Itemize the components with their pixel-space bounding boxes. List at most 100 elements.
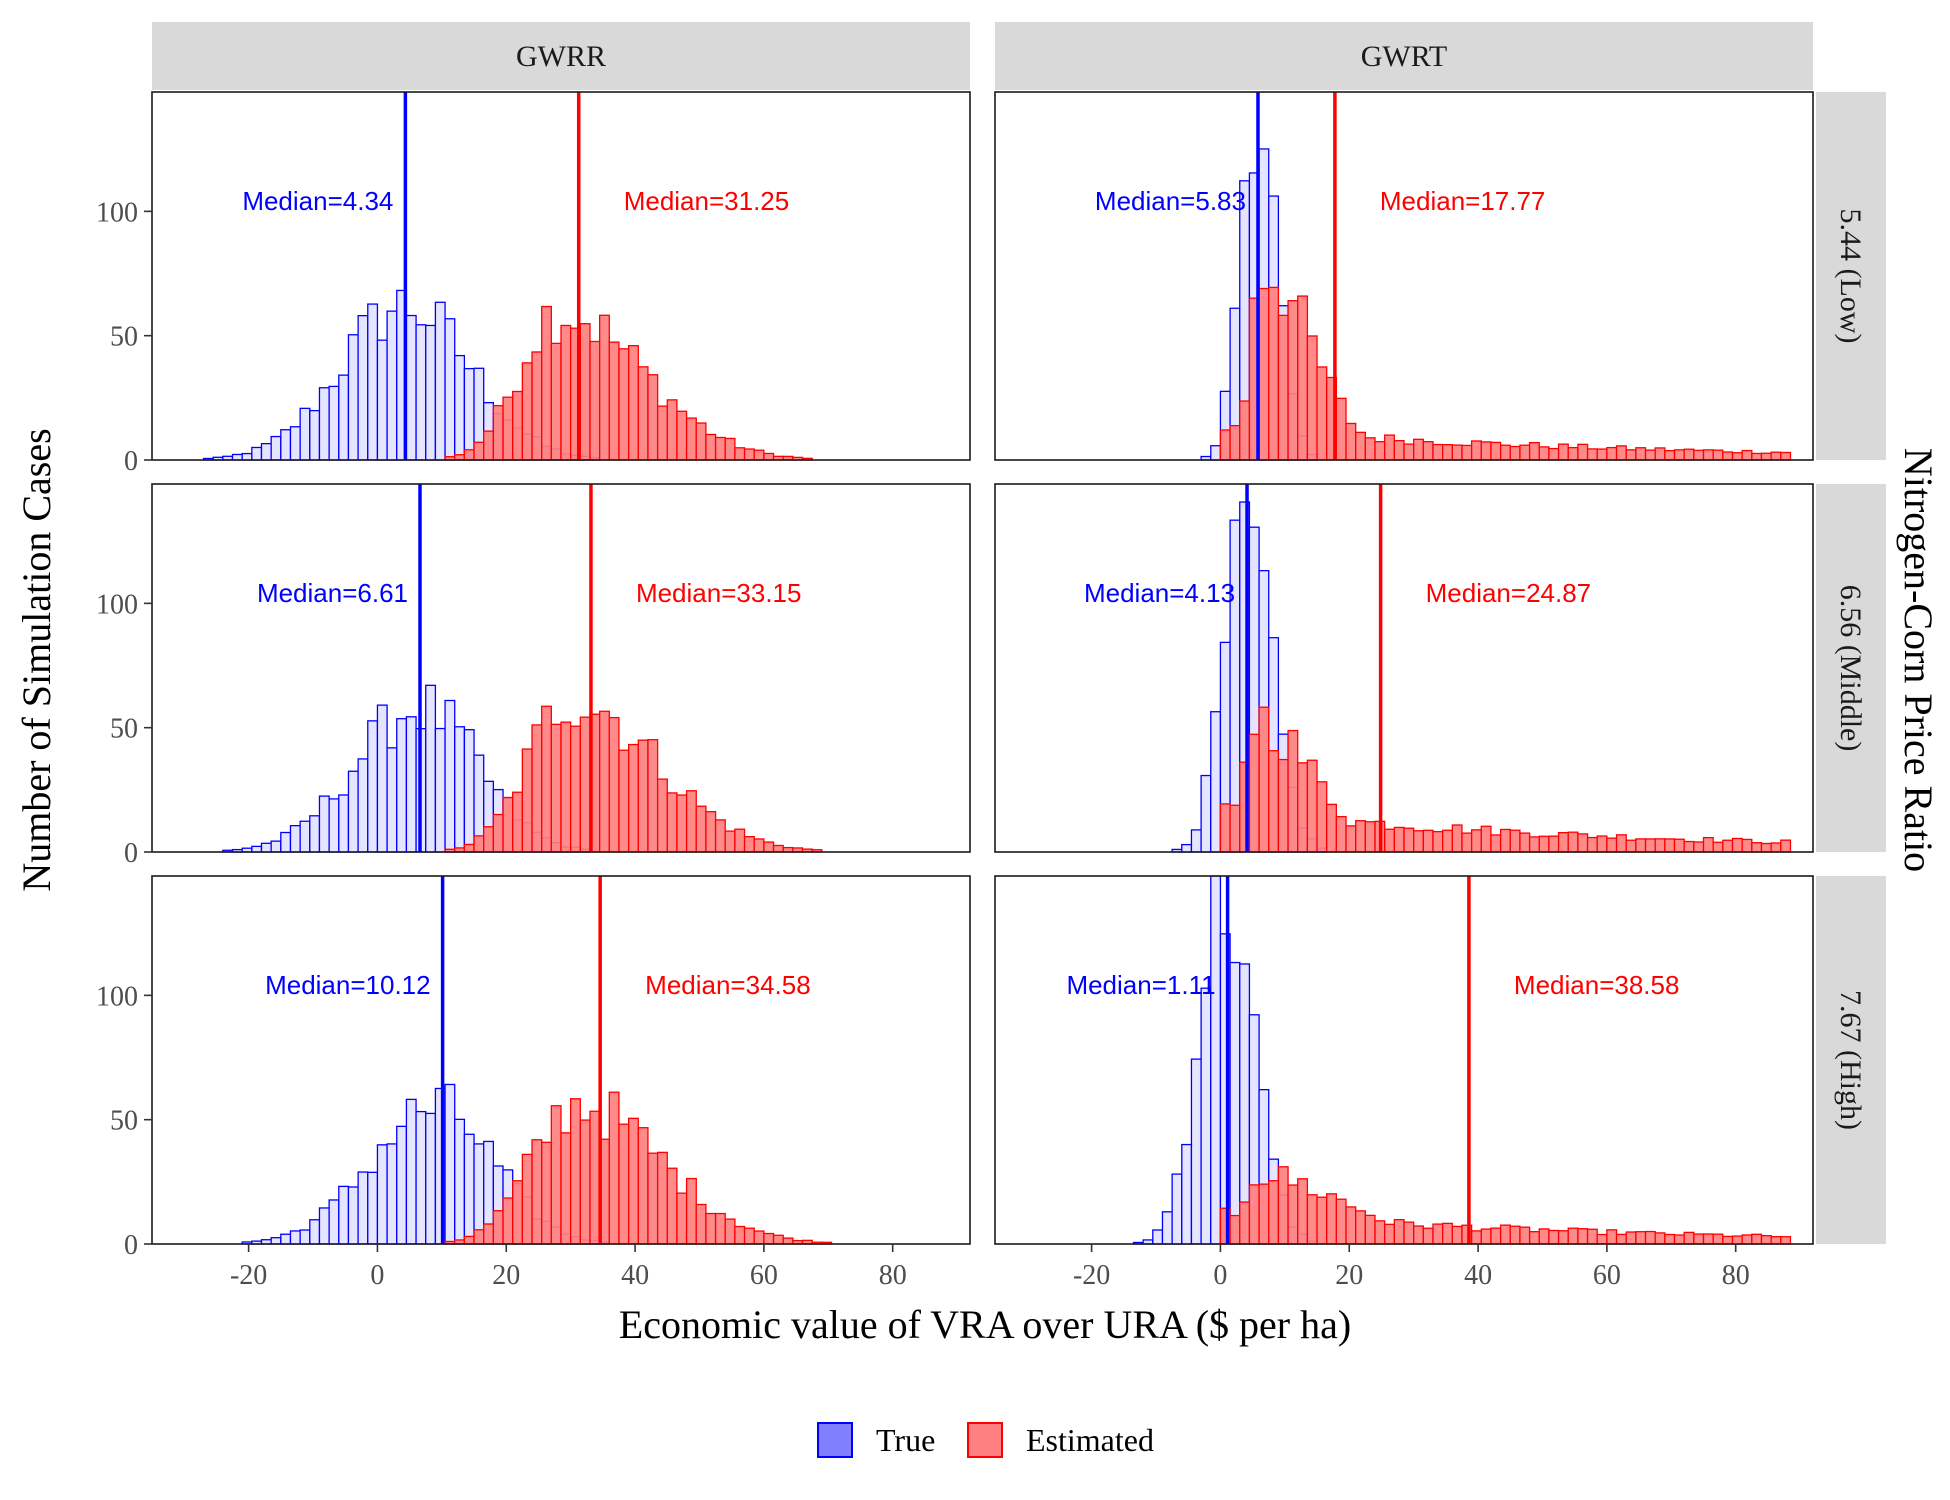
histogram-bar-true	[463, 367, 475, 461]
median-label-true: Median=1.11	[1066, 970, 1215, 1000]
histogram-bar-estimated	[1615, 834, 1627, 853]
histogram-bar-estimated	[512, 390, 524, 461]
histogram-bar-estimated	[734, 828, 746, 853]
histogram-bar-estimated	[1519, 1226, 1531, 1245]
x-tick-label: 0	[1213, 1260, 1227, 1291]
x-tick-label: 40	[1464, 1260, 1492, 1291]
histogram-bar-estimated	[1548, 447, 1560, 461]
histogram-bar-estimated	[492, 1210, 504, 1245]
bars-estimated	[444, 705, 823, 853]
histogram-bar-estimated	[1731, 1235, 1743, 1245]
histogram-bar-true	[1200, 987, 1212, 1245]
histogram-bar-estimated	[1306, 1194, 1318, 1245]
histogram-bar-estimated	[1567, 831, 1579, 853]
histogram-bar-estimated	[1702, 836, 1714, 853]
histogram-bar-estimated	[1393, 826, 1405, 853]
histogram-bar-estimated	[1229, 1214, 1241, 1245]
histogram-bar-estimated	[1712, 841, 1724, 853]
histogram-bar-estimated	[1596, 835, 1608, 853]
y-tick-label: 50	[110, 1106, 138, 1137]
histogram-bar-estimated	[1499, 444, 1511, 461]
histogram-bar-true	[1190, 829, 1202, 853]
histogram-bar-estimated	[1422, 1227, 1434, 1245]
histogram-bar-estimated	[1287, 729, 1299, 853]
histogram-bar-estimated	[512, 791, 524, 853]
histogram-bar-estimated	[1461, 444, 1473, 461]
histogram-bar-estimated	[1528, 1231, 1540, 1245]
histogram-bar-estimated	[666, 1167, 678, 1245]
histogram-bar-estimated	[1451, 824, 1463, 853]
histogram-bar-estimated	[1277, 1166, 1289, 1245]
histogram-bar-estimated	[695, 1203, 707, 1245]
histogram-bar-estimated	[1490, 441, 1502, 461]
histogram-bar-estimated	[560, 324, 572, 461]
histogram-bar-true	[386, 747, 398, 853]
histogram-bar-true	[376, 339, 388, 461]
y-tick-label: 50	[110, 714, 138, 745]
median-label-estimated: Median=31.25	[624, 186, 790, 216]
histogram-bar-estimated	[685, 1177, 697, 1245]
histogram-bar-estimated	[1480, 825, 1492, 853]
histogram-bar-estimated	[743, 1227, 755, 1245]
panel-gwrt-1: Median=4.13 Median=24.87	[994, 483, 1814, 853]
histogram-bar-estimated	[666, 792, 678, 853]
histogram-bar-estimated	[1509, 1225, 1521, 1245]
histogram-bar-true	[260, 842, 272, 853]
strip-top-gwrt	[995, 22, 1813, 90]
strip-label-row-0: 5.44 (Low)	[1834, 209, 1867, 344]
histogram-bar-estimated	[656, 778, 668, 853]
histogram-bar-true	[289, 426, 301, 461]
histogram-bar-estimated	[618, 348, 630, 461]
histogram-bar-estimated	[1306, 335, 1318, 461]
histogram-bar-estimated	[1596, 1233, 1608, 1245]
histogram-bar-estimated	[618, 1123, 630, 1245]
histogram-bar-estimated	[1702, 1233, 1714, 1245]
histogram-bar-estimated	[570, 1098, 581, 1245]
histogram-bar-estimated	[1229, 425, 1241, 461]
histogram-bar-estimated	[1625, 449, 1637, 461]
histogram-bar-true	[415, 1110, 427, 1245]
histogram-bar-estimated	[734, 1225, 746, 1245]
histogram-bar-estimated	[1499, 828, 1511, 853]
histogram-bar-estimated	[714, 436, 726, 461]
x-tick-label: 40	[621, 1260, 649, 1291]
histogram-bar-true	[309, 1219, 321, 1245]
histogram-bar-true	[270, 435, 282, 461]
histogram-bar-estimated	[1731, 837, 1743, 853]
legend: True Estimated	[817, 1422, 1154, 1458]
histogram-bar-estimated	[1635, 447, 1647, 461]
histogram-bar-estimated	[772, 1234, 784, 1245]
histogram-bar-estimated	[608, 341, 620, 461]
histogram-bar-estimated	[1693, 1233, 1705, 1245]
histogram-bar-estimated	[714, 819, 726, 853]
histogram-bar-true	[396, 718, 408, 853]
histogram-bar-estimated	[724, 1218, 736, 1245]
histogram-bar-estimated	[1722, 839, 1734, 853]
histogram-bar-true	[328, 798, 340, 853]
histogram-bar-estimated	[782, 1237, 794, 1245]
histogram-bar-estimated	[1538, 1228, 1550, 1245]
histogram-bar-estimated	[1277, 314, 1289, 461]
y-axis-title: Number of Simulation Cases	[14, 428, 59, 891]
legend-key-estimated	[967, 1422, 1003, 1458]
x-tick-label: 20	[492, 1260, 520, 1291]
panel-gwrr-2: Median=10.12 Median=34.58	[151, 875, 971, 1245]
histogram-bar-true	[328, 385, 340, 461]
histogram-bar-estimated	[734, 447, 746, 461]
histogram-bar-true	[328, 1199, 340, 1245]
histogram-bar-estimated	[1625, 1231, 1637, 1245]
histogram-bar-estimated	[1413, 830, 1424, 853]
legend-key-true	[817, 1422, 853, 1458]
histogram-bar-true	[270, 1237, 282, 1245]
histogram-bar-estimated	[492, 405, 504, 461]
histogram-bar-estimated	[714, 1212, 726, 1245]
histogram-bar-estimated	[1239, 400, 1251, 461]
histogram-bar-estimated	[1635, 838, 1647, 853]
histogram-bar-estimated	[1239, 1201, 1251, 1245]
histogram-bar-estimated	[1722, 1235, 1734, 1245]
histogram-bar-estimated	[1268, 286, 1280, 461]
histogram-bar-estimated	[1780, 839, 1792, 853]
histogram-bar-estimated	[560, 721, 572, 853]
histogram-bar-estimated	[1355, 431, 1367, 461]
